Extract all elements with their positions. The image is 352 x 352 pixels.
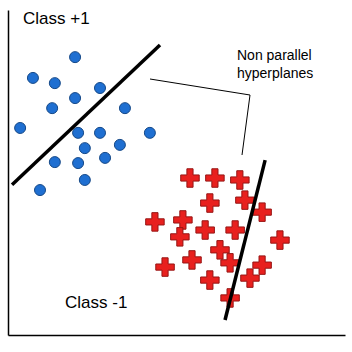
- series-points: [146, 169, 290, 307]
- point: [95, 127, 106, 138]
- class-label: Class +1: [23, 9, 90, 28]
- point: [156, 258, 174, 276]
- annotation-pointer: [150, 79, 250, 155]
- chart: Class +1 Class -1 Non parallelhyperplanes: [0, 0, 352, 352]
- point: [144, 127, 155, 138]
- point: [181, 169, 199, 187]
- point: [95, 83, 106, 94]
- annotation: Non parallelhyperplanes: [237, 47, 313, 81]
- point: [183, 251, 201, 269]
- point: [73, 127, 84, 138]
- hyperplane: [12, 45, 160, 185]
- point: [271, 231, 289, 249]
- point: [49, 157, 60, 168]
- point: [49, 78, 60, 89]
- point: [100, 152, 111, 163]
- point: [226, 221, 244, 239]
- axis-line: [8, 11, 10, 336]
- point: [236, 191, 254, 209]
- class-label: Class -1: [65, 293, 127, 312]
- point: [211, 241, 229, 259]
- point: [171, 228, 189, 246]
- point: [201, 194, 219, 212]
- point: [241, 269, 259, 287]
- point: [206, 169, 224, 187]
- point: [253, 203, 271, 221]
- x-axis: [9, 335, 346, 336]
- point: [35, 185, 46, 196]
- axis-line: [9, 335, 346, 337]
- point: [70, 52, 81, 63]
- point: [73, 158, 84, 169]
- point: [231, 171, 249, 189]
- point: [27, 72, 38, 83]
- y-axis: [8, 11, 9, 336]
- point: [114, 139, 125, 150]
- point: [119, 103, 130, 114]
- point: [146, 213, 164, 231]
- point: [196, 221, 214, 239]
- plot-area: [12, 45, 289, 320]
- point: [15, 122, 26, 133]
- series-points: [15, 52, 156, 196]
- point: [201, 271, 219, 289]
- hyperplane: [225, 160, 265, 320]
- point: [253, 256, 271, 274]
- point: [79, 174, 90, 185]
- point: [79, 143, 90, 154]
- point: [70, 93, 81, 104]
- point: [174, 211, 192, 229]
- point: [47, 103, 58, 114]
